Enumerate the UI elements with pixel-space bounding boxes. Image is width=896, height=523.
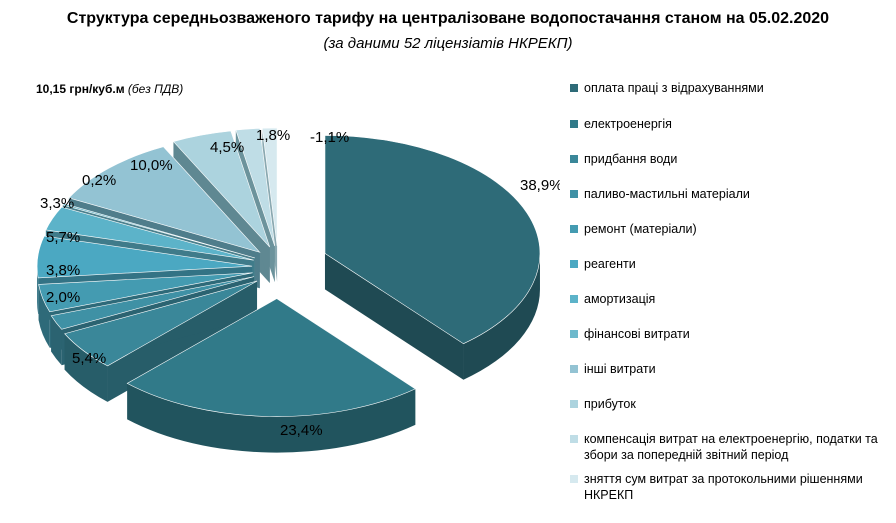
pie-slice-top <box>36 235 253 279</box>
pie-slice-edge <box>324 253 464 380</box>
pie-slice <box>324 135 541 380</box>
data-label: 3,8% <box>46 262 80 279</box>
legend-swatch <box>570 365 578 373</box>
legend-label: прибуток <box>584 397 636 411</box>
data-label: 5,4% <box>72 350 106 367</box>
pie-slice-top <box>62 203 255 259</box>
pie-slice-side <box>51 315 62 366</box>
data-label: 0,2% <box>82 172 116 189</box>
legend-label: фінансові витрати <box>584 327 690 341</box>
tariff-note: 10,15 грн/куб.м (без ПДВ) <box>36 82 183 96</box>
pie-slice-side <box>127 383 416 453</box>
pie-chart: 38,9% 23,4% 5,4% 2,0% 3,8% 5,7% 3,3% 0,2% 10,0% 4… <box>36 127 560 453</box>
pie-slice-top <box>235 128 276 247</box>
data-label: 38,9% <box>520 177 560 194</box>
legend-label: електроенергія <box>584 117 672 131</box>
legend-label: інші витрати <box>584 362 656 376</box>
pie-slices <box>36 127 541 453</box>
legend-label: ремонт (матеріали) <box>584 222 697 236</box>
data-label: -1,1% <box>310 129 349 146</box>
chart-subtitle: (за даними 52 ліцензіатів НКРЕКП) <box>323 35 573 52</box>
legend-swatch <box>570 120 578 128</box>
legend-swatch <box>570 190 578 198</box>
pie-slice-top <box>64 280 258 367</box>
data-label: 1,8% <box>256 127 290 144</box>
pie-slice-side <box>463 253 540 380</box>
legend-swatch <box>570 330 578 338</box>
pie-slice-side <box>37 266 39 314</box>
data-label: 3,3% <box>40 195 74 212</box>
pie-slice-top <box>126 298 416 417</box>
legend-swatch <box>570 225 578 233</box>
legend-swatch <box>570 155 578 163</box>
chart-title: Структура середньозваженого тарифу на це… <box>66 10 830 27</box>
data-labels: 38,9% 23,4% 5,4% 2,0% 3,8% 5,7% 3,3% 0,2% 10,0% 4… <box>40 127 560 439</box>
legend-swatch <box>570 475 578 483</box>
pie-slice-top <box>172 130 271 248</box>
pie-slice-side <box>64 333 108 402</box>
data-label: 10,0% <box>130 157 173 174</box>
pie-slice <box>126 298 416 453</box>
legend-label: паливо-мастильні матеріали <box>584 187 750 201</box>
data-label: 4,5% <box>210 139 244 156</box>
pie-slice-top <box>68 146 261 253</box>
legend-label: компенсація витрат на електроенергію, по… <box>584 432 878 462</box>
pie-slice-top <box>38 272 253 313</box>
data-label: 5,7% <box>46 229 80 246</box>
data-label: 23,4% <box>280 422 323 439</box>
legend-swatch <box>570 295 578 303</box>
pie-slice-top <box>45 206 254 261</box>
legend-label: амортизація <box>584 292 656 306</box>
pie-slice-top <box>261 127 278 246</box>
pie-slice-top <box>50 276 255 330</box>
pie-slice-side <box>38 284 50 348</box>
legend-swatch <box>570 400 578 408</box>
data-label: 2,0% <box>46 289 80 306</box>
legend-label: оплата праці з відрахуваннями <box>584 81 764 95</box>
legend-label: реагенти <box>584 257 636 271</box>
tariff-vat-note: (без ПДВ) <box>127 82 184 96</box>
legend-swatch <box>570 84 578 92</box>
legend-label: зняття сум витрат за протокольними рішен… <box>584 472 863 502</box>
legend-label: придбання води <box>584 152 678 166</box>
legend-swatch <box>570 260 578 268</box>
pie-slice-top <box>324 135 541 345</box>
pie-slice <box>64 280 258 402</box>
tariff-value: 10,15 грн/куб.м <box>36 82 125 96</box>
legend-swatch <box>570 435 578 443</box>
